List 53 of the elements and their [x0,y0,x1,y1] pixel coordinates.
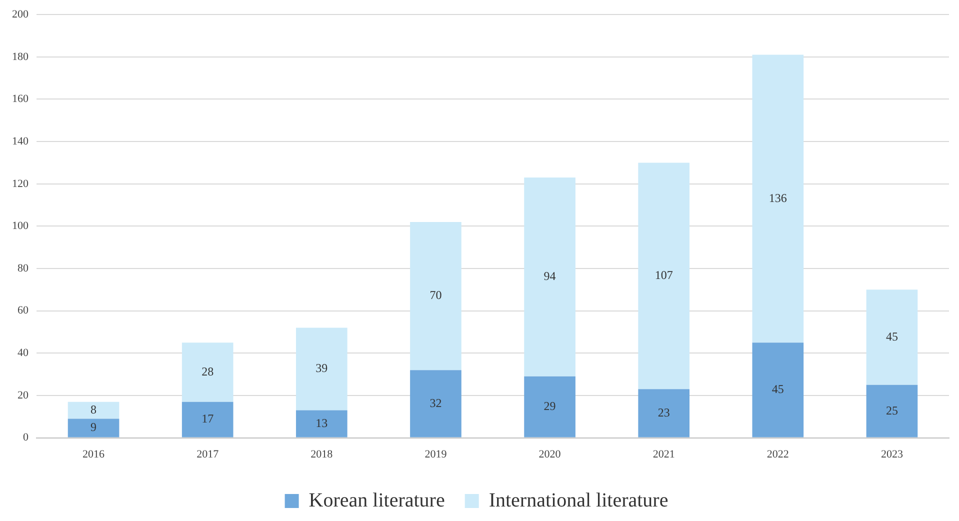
x-tick-label: 2018 [310,448,334,460]
bar [638,389,690,438]
y-tick-label: 40 [18,347,29,360]
bar [752,342,804,438]
x-tick-label: 2022 [766,448,789,460]
bar [524,376,576,438]
bar [638,162,690,390]
x-tick-label: 2021 [652,448,675,460]
bar [866,384,918,438]
data-label: 25 [886,403,898,418]
data-label: 45 [772,382,784,396]
data-label: 32 [430,396,442,410]
data-label: 23 [658,405,670,420]
data-label: 8 [90,402,97,416]
x-tick-label: 2019 [424,448,448,460]
data-label: 9 [90,420,97,434]
y-tick-label: 180 [12,50,29,63]
data-label: 39 [316,361,328,376]
bar [410,222,462,370]
legend-label: Korean literature [308,489,445,512]
y-tick-label: 60 [18,304,29,317]
data-label: 45 [886,329,898,344]
bar [182,402,234,438]
data-label: 17 [202,412,214,426]
x-tick-label: 2016 [82,448,106,460]
y-tick-label: 0 [23,432,29,444]
bar [182,342,234,402]
y-tick-label: 80 [18,262,29,274]
bar [68,418,120,438]
bar [524,178,576,376]
bar [866,290,918,385]
legend-label: International literature [488,489,668,512]
y-tick-label: 200 [12,8,29,20]
y-tick-label: 20 [18,389,29,402]
x-tick-label: 2020 [538,448,562,460]
bar [68,402,120,419]
bar [410,370,462,438]
data-label: 94 [544,269,556,284]
bar [296,328,348,410]
data-label: 28 [202,364,214,378]
y-tick-label: 100 [12,220,29,232]
x-tick-label: 2017 [196,448,220,460]
y-tick-label: 120 [12,178,29,190]
data-label: 13 [316,416,328,430]
data-label: 70 [430,288,442,302]
data-label: 136 [768,190,787,205]
y-tick-label: 160 [12,93,29,106]
x-tick-label: 2023 [880,448,904,460]
data-label: 29 [544,399,556,414]
bar [296,410,348,438]
bar [752,54,804,343]
y-tick-label: 140 [12,135,29,148]
data-label: 107 [654,268,673,282]
